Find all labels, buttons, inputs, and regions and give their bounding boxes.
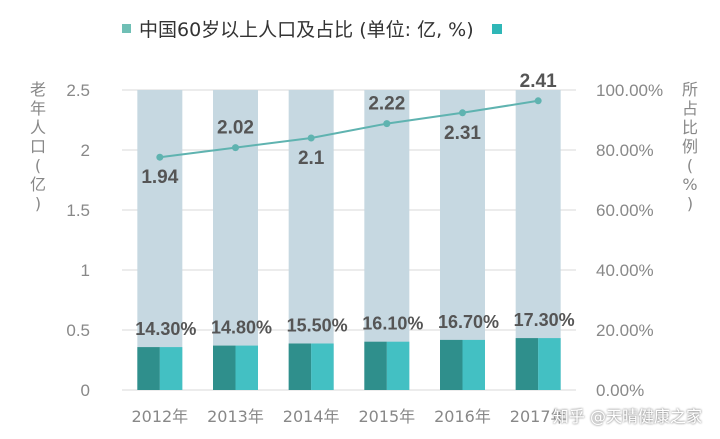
left-axis-title-char: ) <box>35 194 41 213</box>
legend-bar-marker <box>491 23 502 34</box>
right-axis-title-char: 例 <box>682 137 698 156</box>
left-axis-title-char: 口 <box>30 137 46 156</box>
bar-value-left <box>440 339 463 390</box>
line-series <box>159 99 539 159</box>
line-data-label: 2.31 <box>444 123 481 144</box>
right-tick-label: 40.00% <box>596 261 654 280</box>
bar-value-left <box>288 343 312 390</box>
left-axis-title-char: 人 <box>30 118 46 137</box>
right-axis-title-char: 占 <box>682 99 698 118</box>
line-point <box>459 109 466 117</box>
bar-value-right <box>235 345 258 390</box>
line-point <box>232 144 239 152</box>
x-tick-label: 2016年 <box>434 407 491 426</box>
line-data-label: 2.1 <box>298 148 325 169</box>
line-point <box>534 97 542 105</box>
bar-data-label: 16.10% <box>362 314 423 334</box>
left-tick-label: 0.5 <box>66 321 90 340</box>
x-tick-label: 2014年 <box>283 407 340 426</box>
line-data-label: 2.22 <box>368 94 405 115</box>
left-axis-title-char: ( <box>35 156 41 175</box>
right-axis-title-char: ( <box>687 156 693 175</box>
bar-data-label: 17.30% <box>514 310 575 330</box>
legend: 中国60岁以上人口及占比 (单位: 亿, %) <box>122 15 502 42</box>
legend-title: 中国60岁以上人口及占比 (单位: 亿, %) <box>139 19 474 41</box>
right-axis-title-char: % <box>682 175 697 194</box>
bar-background <box>364 90 410 390</box>
line-point <box>307 134 315 142</box>
bar-background <box>137 90 183 390</box>
bar-value-left <box>213 345 236 390</box>
right-tick-label: 100.00% <box>596 81 663 100</box>
bar-data-label: 14.30% <box>135 319 196 339</box>
line-point <box>156 153 164 161</box>
left-tick-label: 1.5 <box>66 201 90 220</box>
left-axis-title-char: 亿 <box>30 175 46 194</box>
left-tick-label: 0 <box>81 381 90 400</box>
right-tick-label: 20.00% <box>596 321 654 340</box>
bar-data-label: 15.50% <box>287 316 348 336</box>
bar-value-right <box>311 343 334 390</box>
bar-value-right <box>462 339 485 390</box>
line-data-label: 2.02 <box>217 118 254 139</box>
right-axis-title-char: 比 <box>682 118 698 137</box>
bar-background <box>213 90 258 390</box>
bar-value-left <box>137 347 160 390</box>
left-tick-label: 2.5 <box>66 81 90 100</box>
legend-line-marker <box>122 24 131 33</box>
left-tick-label: 2 <box>81 141 90 160</box>
bar-value-left <box>515 338 539 390</box>
x-tick-label: 2017年 <box>510 407 567 426</box>
x-tick-label: 2013年 <box>207 407 264 426</box>
right-tick-label: 0.00% <box>596 381 644 400</box>
watermark: 知乎 @天晴健康之家 <box>552 407 702 426</box>
line-data-label: 1.94 <box>141 167 178 188</box>
bar-value-right <box>159 347 183 390</box>
bar-data-label: 16.70% <box>438 312 499 332</box>
left-axis-title-char: 老 <box>30 80 46 99</box>
right-tick-label: 60.00% <box>596 201 654 220</box>
left-tick-label: 1 <box>81 261 90 280</box>
bar-value-left <box>364 341 387 390</box>
bar-value-right <box>538 338 561 390</box>
right-axis-title-char: 所 <box>682 80 698 99</box>
bar-data-label: 14.80% <box>211 318 272 338</box>
x-tick-label: 2015年 <box>358 407 415 426</box>
right-axis-title-char: ) <box>687 194 693 213</box>
line-point <box>383 120 391 128</box>
bar-value-right <box>386 341 410 390</box>
x-tick-label: 2012年 <box>131 407 188 426</box>
left-axis-title-char: 年 <box>30 99 46 118</box>
line-data-label: 2.41 <box>520 71 557 92</box>
right-tick-label: 80.00% <box>596 141 654 160</box>
